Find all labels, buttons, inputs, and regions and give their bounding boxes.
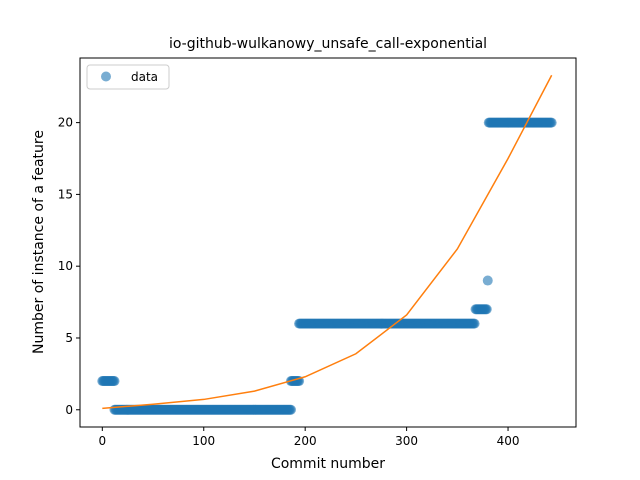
- plot-frame: [79, 57, 577, 428]
- plot-background: [80, 58, 576, 427]
- data-point: [285, 404, 296, 415]
- plot-area: [79, 57, 577, 428]
- fit-curve: [102, 74, 553, 410]
- x-axis: 0 100 200 300 400: [98, 427, 519, 448]
- data-point: [109, 376, 120, 387]
- data-point: [469, 318, 480, 329]
- x-tick-label: 0: [98, 434, 106, 448]
- data-point: [482, 275, 493, 286]
- data-point: [546, 117, 557, 128]
- y-tick-label: 15: [58, 187, 73, 201]
- y-tick-label: 5: [65, 331, 73, 345]
- data-point: [481, 304, 492, 315]
- x-tick-label: 100: [192, 434, 215, 448]
- x-tick-label: 200: [294, 434, 317, 448]
- data-layer: [97, 74, 557, 415]
- legend-label-data: data: [131, 70, 158, 84]
- chart-title: io-github-wulkanowy_unsafe_call-exponent…: [169, 36, 487, 52]
- legend: data: [86, 64, 170, 90]
- y-tick-label: 20: [58, 116, 73, 130]
- legend-marker: [101, 71, 111, 82]
- x-tick-label: 300: [395, 434, 418, 448]
- y-tick-label: 0: [65, 403, 73, 417]
- x-axis-label: Commit number: [271, 456, 385, 472]
- y-axis: 0 5 10 15 20: [58, 116, 80, 417]
- legend-frame: [86, 64, 170, 90]
- x-tick-label: 400: [497, 434, 520, 448]
- y-tick-label: 10: [58, 259, 73, 273]
- y-axis-label: Number of instance of a feature: [31, 130, 47, 354]
